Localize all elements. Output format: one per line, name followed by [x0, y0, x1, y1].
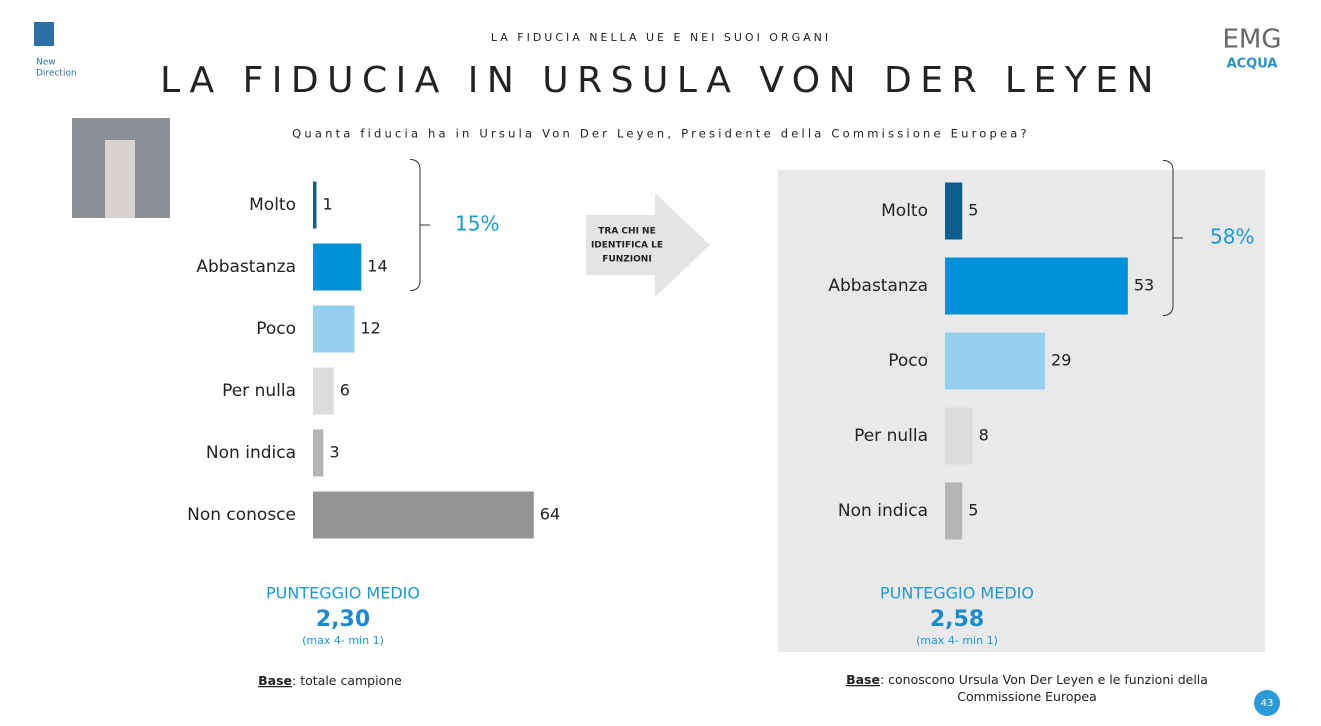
value-label: 5 [968, 201, 978, 220]
base-label: Base [846, 672, 880, 687]
page-number: 43 [1261, 698, 1274, 709]
bracket-label: 15% [455, 212, 499, 236]
category-label: Per nulla [222, 381, 296, 401]
bar [313, 182, 316, 229]
value-label: 8 [979, 426, 989, 445]
category-label: Poco [256, 319, 296, 339]
bar [313, 244, 361, 291]
category-label: Per nulla [854, 426, 928, 446]
photo-figure [105, 140, 135, 218]
panel [778, 170, 1265, 652]
bracket-label: 58% [1210, 225, 1254, 249]
category-label: Non indica [206, 443, 296, 463]
base-note: Base: totale campione [258, 673, 402, 688]
logo-text: Direction [36, 69, 77, 79]
category-label: Poco [888, 351, 928, 371]
score-title: PUNTEGGIO MEDIO [880, 584, 1034, 603]
value-label: 53 [1134, 276, 1154, 295]
value-label: 12 [360, 319, 380, 338]
bar [313, 430, 323, 477]
value-label: 14 [367, 257, 387, 276]
bar [945, 333, 1045, 390]
category-label: Non conosce [187, 505, 296, 525]
bar [313, 368, 334, 415]
base-label: Base [258, 673, 292, 688]
arrow-label: TRA CHI NE [598, 227, 655, 237]
category-label: Abbastanza [828, 276, 928, 296]
base-note: Commissione Europea [957, 689, 1097, 704]
category-label: Non indica [838, 501, 928, 521]
logo-icon [34, 22, 54, 46]
bar [945, 258, 1128, 315]
value-label: 1 [322, 195, 332, 214]
score-title: PUNTEGGIO MEDIO [266, 584, 420, 603]
kicker: LA FIDUCIA NELLA UE E NEI SUOI ORGANI [491, 31, 831, 44]
score-note: (max 4- min 1) [916, 634, 998, 647]
base-text: : totale campione [292, 673, 402, 688]
base-note: Base: conoscono Ursula Von Der Leyen e l… [846, 672, 1208, 687]
base-text: Commissione Europea [957, 689, 1097, 704]
logo-text: ACQUA [1227, 57, 1278, 72]
value-label: 3 [329, 443, 339, 462]
bar [945, 483, 962, 540]
bar [313, 306, 354, 353]
value-label: 29 [1051, 351, 1071, 370]
score-note: (max 4- min 1) [302, 634, 384, 647]
arrow-label: FUNZIONI [602, 255, 651, 265]
bar [945, 408, 973, 465]
value-label: 5 [968, 501, 978, 520]
question: Quanta fiducia ha in Ursula Von Der Leye… [292, 127, 1030, 141]
bar [945, 183, 962, 240]
value-label: 6 [340, 381, 350, 400]
category-label: Abbastanza [196, 257, 296, 277]
logo-text: New [36, 58, 56, 68]
title: LA FIDUCIA IN URSULA VON DER LEYEN [160, 60, 1162, 101]
value-label: 64 [540, 505, 560, 524]
category-label: Molto [881, 201, 928, 221]
arrow-label: IDENTIFICA LE [591, 241, 663, 251]
category-label: Molto [249, 195, 296, 215]
base-text: : conoscono Ursula Von Der Leyen e le fu… [880, 672, 1208, 687]
slide: New Direction EMG ACQUA LA FIDUCIA NELLA… [0, 0, 1321, 726]
score: 2,30 [316, 607, 370, 632]
score: 2,58 [930, 607, 984, 632]
logo-text: EMG [1222, 25, 1281, 55]
bar [313, 492, 534, 539]
